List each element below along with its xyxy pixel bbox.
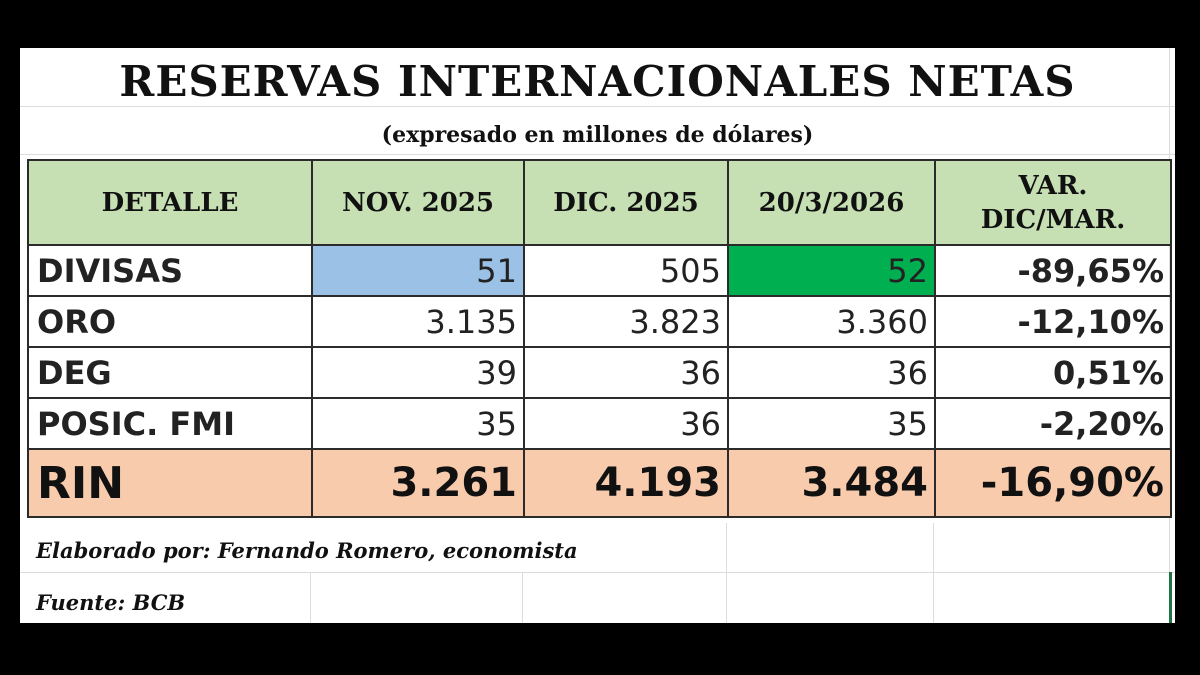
- table-title: RESERVAS INTERNACIONALES NETAS: [119, 57, 1076, 106]
- header-var-line2: DIC/MAR.: [980, 204, 1126, 235]
- header-nov-2025[interactable]: NOV. 2025: [311, 159, 525, 246]
- cell-var[interactable]: -16,90%: [934, 448, 1172, 518]
- cell-nov[interactable]: 39: [311, 346, 525, 399]
- cell-nov[interactable]: 3.135: [311, 295, 525, 348]
- row-label[interactable]: RIN: [27, 448, 313, 518]
- cell-dic[interactable]: 3.823: [523, 295, 729, 348]
- header-var-line1: VAR.: [1018, 170, 1088, 201]
- cell-var[interactable]: -12,10%: [934, 295, 1172, 348]
- table-subtitle: (expresado en millones de dólares): [381, 122, 814, 148]
- gridline: [20, 106, 1175, 107]
- reserves-table: DETALLE NOV. 2025 DIC. 2025 20/3/2026 VA…: [27, 159, 1172, 518]
- cell-dic[interactable]: 505: [523, 244, 729, 297]
- header-row: DETALLE NOV. 2025 DIC. 2025 20/3/2026 VA…: [27, 159, 1172, 246]
- gridline: [522, 572, 523, 623]
- header-dic-2025[interactable]: DIC. 2025: [523, 159, 729, 246]
- cell-mar[interactable]: 3.360: [727, 295, 936, 348]
- cell-nov[interactable]: 35: [311, 397, 525, 450]
- row-label[interactable]: ORO: [27, 295, 313, 348]
- cell-dic[interactable]: 36: [523, 346, 729, 399]
- table-row-posic-fmi: POSIC. FMI 35 36 35 -2,20%: [27, 397, 1172, 450]
- gridline: [310, 572, 311, 623]
- table-row-deg: DEG 39 36 36 0,51%: [27, 346, 1172, 399]
- row-label[interactable]: DIVISAS: [27, 244, 313, 297]
- gridline: [20, 154, 1175, 155]
- cell-nov[interactable]: 3.261: [311, 448, 525, 518]
- table-row-oro: ORO 3.135 3.823 3.360 -12,10%: [27, 295, 1172, 348]
- cell-var[interactable]: 0,51%: [934, 346, 1172, 399]
- cell-mar[interactable]: 36: [727, 346, 936, 399]
- gridline: [726, 523, 727, 623]
- header-20-3-2026[interactable]: 20/3/2026: [727, 159, 936, 246]
- header-var-dic-mar[interactable]: VAR. DIC/MAR.: [934, 159, 1172, 246]
- row-label[interactable]: POSIC. FMI: [27, 397, 313, 450]
- cell-dic[interactable]: 4.193: [523, 448, 729, 518]
- gridline: [933, 523, 934, 623]
- row-label[interactable]: DEG: [27, 346, 313, 399]
- source-note: Fuente: BCB: [36, 590, 186, 615]
- cell-var[interactable]: -89,65%: [934, 244, 1172, 297]
- table-row-total-rin: RIN 3.261 4.193 3.484 -16,90%: [27, 448, 1172, 518]
- cell-dic[interactable]: 36: [523, 397, 729, 450]
- header-detalle[interactable]: DETALLE: [27, 159, 313, 246]
- table-row-divisas: DIVISAS 51 505 52 -89,65%: [27, 244, 1172, 297]
- author-note: Elaborado por: Fernando Romero, economis…: [36, 538, 578, 563]
- spreadsheet-sheet: RESERVAS INTERNACIONALES NETAS (expresad…: [20, 48, 1175, 623]
- cell-mar[interactable]: 52: [727, 244, 936, 297]
- gridline: [20, 572, 1175, 573]
- cell-selection-edge: [1169, 572, 1172, 623]
- cell-mar[interactable]: 3.484: [727, 448, 936, 518]
- cell-mar[interactable]: 35: [727, 397, 936, 450]
- cell-nov[interactable]: 51: [311, 244, 525, 297]
- cell-var[interactable]: -2,20%: [934, 397, 1172, 450]
